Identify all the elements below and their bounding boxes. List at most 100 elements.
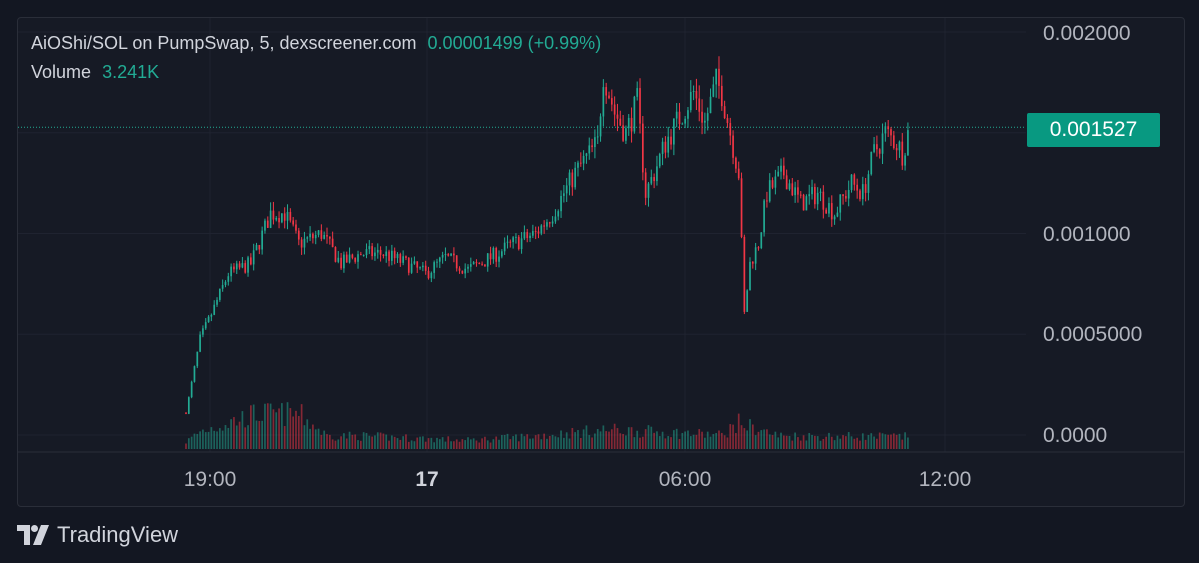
candle-body bbox=[839, 194, 842, 213]
candle-body bbox=[269, 210, 272, 228]
candle-body bbox=[438, 257, 441, 262]
candle-body bbox=[675, 111, 678, 119]
volume-bar bbox=[579, 438, 582, 449]
volume-bar bbox=[481, 438, 483, 449]
volume-bar bbox=[258, 420, 261, 449]
candle-body bbox=[472, 262, 475, 265]
candle-body bbox=[687, 110, 689, 119]
candle-body bbox=[551, 221, 554, 224]
volume-bar bbox=[235, 425, 238, 449]
candle-body bbox=[371, 246, 373, 257]
volume-bar bbox=[469, 439, 472, 449]
volume-bar bbox=[388, 440, 390, 449]
volume-bar bbox=[283, 426, 286, 449]
volume-bar bbox=[393, 436, 396, 449]
candle-body bbox=[723, 106, 726, 119]
volume-bar bbox=[337, 439, 340, 449]
candle-body bbox=[244, 263, 247, 273]
candle-body bbox=[365, 249, 368, 256]
volume-bar bbox=[317, 428, 320, 449]
volume-bar bbox=[563, 437, 565, 449]
candle-body bbox=[224, 281, 227, 286]
volume-bar bbox=[351, 434, 354, 449]
candle-body bbox=[856, 184, 859, 191]
candle-body bbox=[204, 322, 207, 329]
volume-bar bbox=[484, 436, 486, 449]
candle-body bbox=[252, 250, 255, 265]
candle-body bbox=[450, 253, 452, 256]
candle-body bbox=[190, 381, 193, 398]
candle-body bbox=[306, 237, 309, 239]
volume-bar bbox=[887, 434, 890, 449]
volume-bar bbox=[853, 438, 856, 449]
volume-bar bbox=[785, 435, 788, 449]
candle-body bbox=[484, 264, 486, 267]
volume-bar bbox=[187, 438, 190, 449]
candle-body bbox=[503, 242, 506, 252]
candle-body bbox=[376, 249, 379, 253]
candle-body bbox=[718, 68, 720, 86]
volume-bar bbox=[577, 430, 579, 449]
volume-bar bbox=[565, 432, 568, 449]
candle-body bbox=[853, 174, 856, 185]
volume-bar bbox=[763, 429, 765, 449]
volume-bar bbox=[681, 432, 684, 449]
candle-body bbox=[585, 153, 588, 156]
volume-bar bbox=[797, 437, 799, 449]
volume-bar bbox=[227, 427, 230, 449]
volume-bar bbox=[306, 419, 309, 449]
volume-bar bbox=[218, 428, 221, 449]
volume-bar bbox=[326, 434, 328, 449]
tradingview-branding[interactable]: TradingView bbox=[17, 521, 178, 549]
candle-body bbox=[740, 178, 743, 237]
candle-body bbox=[498, 256, 500, 262]
volume-bar bbox=[782, 435, 785, 449]
volume-bar bbox=[252, 404, 255, 449]
volume-bar bbox=[396, 438, 399, 449]
volume-bar bbox=[805, 440, 808, 449]
y-tick-label: 0.0000 bbox=[1043, 424, 1108, 447]
volume-bar bbox=[323, 430, 326, 449]
volume-bar bbox=[526, 434, 529, 449]
volume-bar bbox=[314, 429, 317, 449]
candle-body bbox=[202, 328, 204, 335]
volume-bar bbox=[907, 437, 909, 449]
candle-body bbox=[238, 263, 241, 268]
candlestick-chart[interactable] bbox=[18, 18, 1184, 506]
candle-body bbox=[850, 174, 853, 191]
candle-body bbox=[616, 114, 619, 119]
candle-body bbox=[368, 246, 371, 250]
candle-body bbox=[630, 117, 633, 132]
volume-bar bbox=[512, 436, 514, 449]
volume-bar bbox=[633, 437, 636, 449]
candle-body bbox=[802, 194, 805, 211]
volume-legend: Volume 3.241K bbox=[31, 62, 159, 83]
candle-body bbox=[881, 133, 884, 154]
candle-body bbox=[805, 196, 808, 211]
candle-body bbox=[467, 266, 469, 269]
volume-bar bbox=[774, 431, 777, 449]
volume-bar bbox=[825, 436, 827, 449]
volume-bar bbox=[554, 436, 557, 449]
volume-bar bbox=[754, 435, 757, 449]
candle-body bbox=[678, 111, 681, 125]
volume-bar bbox=[751, 424, 754, 449]
volume-bar bbox=[625, 435, 627, 449]
volume-bar bbox=[444, 441, 447, 449]
volume-bar bbox=[368, 435, 371, 449]
candle-body bbox=[751, 261, 754, 264]
volume-bar bbox=[286, 402, 289, 449]
volume-bar bbox=[622, 434, 624, 449]
volume-bar bbox=[901, 439, 904, 449]
candle-body bbox=[351, 254, 354, 258]
volume-bar bbox=[557, 437, 560, 449]
candle-body bbox=[250, 257, 252, 265]
volume-bar bbox=[861, 433, 864, 449]
volume-bar bbox=[422, 436, 424, 449]
volume-bar bbox=[737, 413, 740, 449]
volume-bar bbox=[822, 439, 825, 449]
volume-bar bbox=[706, 431, 709, 449]
candle-body bbox=[695, 91, 698, 99]
candle-body bbox=[546, 222, 548, 227]
volume-bar bbox=[771, 435, 774, 449]
